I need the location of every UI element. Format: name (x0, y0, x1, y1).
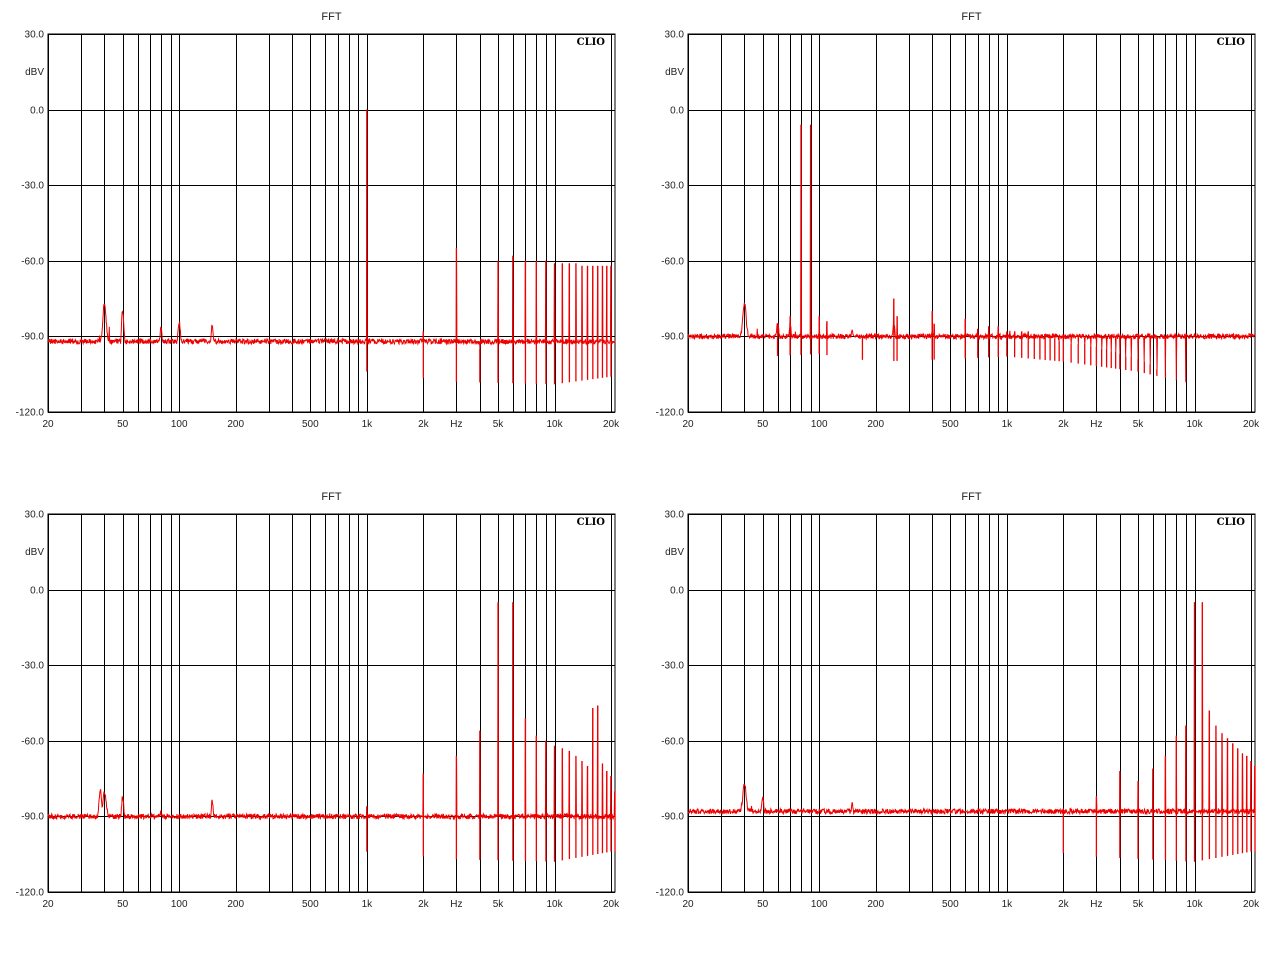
x-tick-label: 50 (757, 419, 769, 430)
x-axis-label: Hz (1090, 899, 1102, 910)
y-tick-label: 0.0 (670, 586, 684, 597)
x-tick-label: 20k (1243, 899, 1260, 910)
x-tick-label: 20k (1243, 419, 1260, 430)
y-axis-label: dBV (25, 67, 44, 78)
fft-trace (687, 602, 1256, 816)
y-tick-label: -90.0 (21, 332, 44, 343)
x-tick-label: 1k (1002, 419, 1014, 430)
y-tick-label: 0.0 (30, 586, 44, 597)
x-tick-label: 5k (1133, 899, 1145, 910)
x-tick-label: 20 (682, 419, 694, 430)
x-tick-label: 2k (1058, 419, 1070, 430)
y-tick-label: -30.0 (21, 181, 44, 192)
x-tick-label: 50 (757, 899, 769, 910)
x-tick-label: 500 (942, 899, 959, 910)
x-tick-label: 2k (1058, 899, 1070, 910)
x-tick-label: 50 (117, 899, 129, 910)
y-axis-label: dBV (665, 547, 684, 558)
x-tick-label: 5k (493, 419, 505, 430)
x-tick-label: 200 (867, 419, 884, 430)
x-tick-label: 500 (942, 419, 959, 430)
plot-area (47, 33, 616, 413)
y-tick-label: 30.0 (665, 510, 685, 521)
y-tick-label: -120.0 (656, 408, 685, 419)
x-tick-label: 10k (546, 419, 563, 430)
x-tick-label: 10k (1186, 899, 1203, 910)
fft-chart-2: FFT 30.0 0.0 -30.0 -60.0 -90.0 -120.0 dBV 20 50 10… (656, 11, 1260, 430)
y-tick-label: 0.0 (30, 106, 44, 117)
x-axis-label: Hz (1090, 419, 1102, 430)
y-tick-label: -90.0 (661, 812, 684, 823)
x-tick-label: 2k (418, 899, 430, 910)
y-axis-label: dBV (25, 547, 44, 558)
y-tick-label: 0.0 (670, 106, 684, 117)
chart-title: FFT (961, 491, 981, 503)
x-axis-label: Hz (450, 899, 462, 910)
chart-title: FFT (321, 491, 341, 503)
y-tick-label: -60.0 (21, 737, 44, 748)
clio-brand: CLIO (1217, 517, 1246, 528)
plot-area (47, 513, 616, 893)
fft-chart-3: FFT 30.0 0.0 -30.0 -60.0 -90.0 -120.0 dBV 20 50 10… (16, 491, 620, 910)
x-tick-label: 20 (42, 419, 54, 430)
y-tick-label: 30.0 (665, 30, 685, 41)
y-tick-label: -90.0 (21, 812, 44, 823)
y-tick-label: -60.0 (21, 257, 44, 268)
x-tick-label: 2k (418, 419, 430, 430)
x-tick-label: 20 (682, 899, 694, 910)
y-tick-label: -120.0 (656, 888, 685, 899)
fft-panel-3: FFT 30.0 0.0 -30.0 -60.0 -90.0 -120.0 dBV 20 50 10… (0, 480, 640, 960)
plot-area (687, 513, 1256, 893)
x-tick-label: 500 (302, 419, 319, 430)
x-tick-label: 20 (42, 899, 54, 910)
clio-brand: CLIO (1217, 37, 1246, 48)
x-tick-label: 100 (811, 419, 828, 430)
x-tick-label: 5k (493, 899, 505, 910)
y-tick-label: -120.0 (16, 888, 45, 899)
plot-area (687, 33, 1256, 413)
x-tick-label: 200 (867, 899, 884, 910)
x-tick-label: 100 (811, 899, 828, 910)
x-tick-label: 100 (171, 419, 188, 430)
fft-trace (47, 109, 616, 350)
x-tick-label: 1k (1002, 899, 1014, 910)
y-tick-label: -60.0 (661, 737, 684, 748)
chart-title: FFT (321, 11, 341, 23)
y-tick-label: -30.0 (661, 181, 684, 192)
x-tick-label: 200 (227, 899, 244, 910)
fft-panel-1: FFT 30.0 0.0 -30.0 -60.0 -90.0 -120.0 dBV 20 50 10… (0, 0, 640, 480)
y-tick-label: -120.0 (16, 408, 45, 419)
x-tick-label: 10k (546, 899, 563, 910)
x-tick-label: 1k (362, 899, 374, 910)
y-tick-label: -30.0 (661, 661, 684, 672)
y-tick-label: -90.0 (661, 332, 684, 343)
x-tick-label: 20k (603, 899, 620, 910)
x-tick-label: 1k (362, 419, 374, 430)
fft-trace (687, 124, 1256, 382)
fft-panel-2: FFT 30.0 0.0 -30.0 -60.0 -90.0 -120.0 dBV 20 50 10… (640, 0, 1280, 480)
clio-brand: CLIO (577, 37, 606, 48)
fft-trace (47, 602, 616, 821)
y-tick-label: -30.0 (21, 661, 44, 672)
x-tick-label: 10k (1186, 419, 1203, 430)
x-axis-label: Hz (450, 419, 462, 430)
chart-title: FFT (961, 11, 981, 23)
x-tick-label: 200 (227, 419, 244, 430)
fft-chart-4: FFT 30.0 0.0 -30.0 -60.0 -90.0 -120.0 dBV 20 50 10… (656, 491, 1260, 910)
y-axis-label: dBV (665, 67, 684, 78)
fft-panel-4: FFT 30.0 0.0 -30.0 -60.0 -90.0 -120.0 dBV 20 50 10… (640, 480, 1280, 960)
x-tick-label: 5k (1133, 419, 1145, 430)
clio-brand: CLIO (577, 517, 606, 528)
fft-chart-1: FFT 30.0 0.0 -30.0 -60.0 -90.0 -120.0 dBV 20 50 10… (16, 11, 620, 430)
y-tick-label: -60.0 (661, 257, 684, 268)
y-tick-label: 30.0 (25, 510, 45, 521)
x-tick-label: 20k (603, 419, 620, 430)
y-tick-label: 30.0 (25, 30, 45, 41)
x-tick-label: 50 (117, 419, 129, 430)
x-tick-label: 100 (171, 899, 188, 910)
x-tick-label: 500 (302, 899, 319, 910)
